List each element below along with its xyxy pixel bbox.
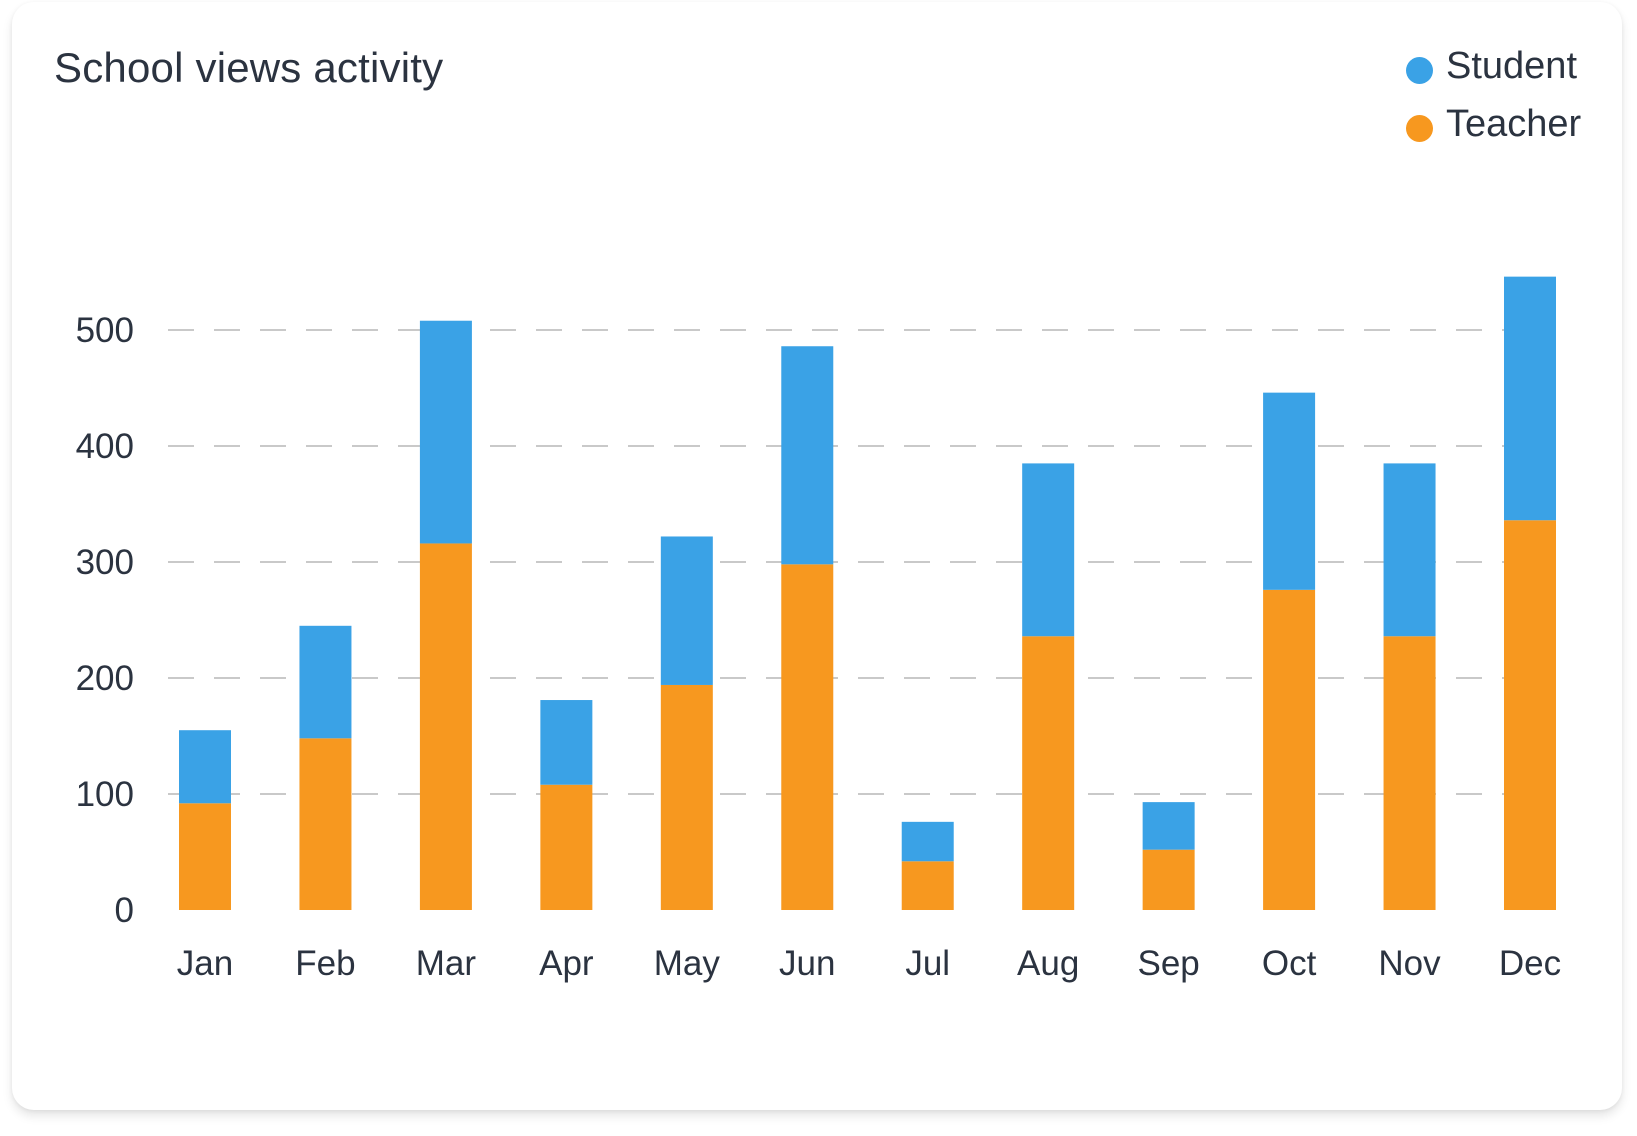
x-tick-label: Feb [295,944,355,983]
bar-teacher-jul[interactable] [901,861,954,910]
legend-label-teacher: Teacher [1446,103,1582,145]
bar-student-aug[interactable] [1022,463,1075,637]
chart-title: School views activity [54,44,444,91]
x-tick-label: Sep [1137,944,1199,983]
x-tick-label: Jul [905,944,950,983]
bars [179,276,1556,910]
x-tick-label: May [654,944,721,983]
bar-student-may[interactable] [660,536,713,685]
y-tick-label: 200 [76,659,134,698]
x-tick-label: Apr [539,944,594,983]
x-axis-ticks: Jan Feb Mar Apr May Jun Jul Aug Sep Oct Nov Dec [177,944,1561,983]
bar-teacher-oct[interactable] [1263,589,1316,910]
legend: Student Teacher [1406,42,1618,158]
legend-dot-student-icon [1406,57,1433,84]
bar-student-oct[interactable] [1263,392,1316,590]
legend-dot-teacher-icon [1406,115,1433,142]
grid-lines [168,329,1556,795]
bar-student-feb[interactable] [299,625,352,739]
x-tick-label: Nov [1378,944,1441,983]
bar-student-mar[interactable] [419,320,472,544]
bar-teacher-apr[interactable] [540,784,593,910]
x-tick-label: Mar [416,944,477,983]
x-tick-label: Jun [779,944,835,983]
bar-teacher-sep[interactable] [1142,849,1195,910]
bar-teacher-jan[interactable] [179,803,231,910]
bar-student-dec[interactable] [1504,276,1556,521]
bar-student-jun[interactable] [781,346,834,565]
bar-student-nov[interactable] [1383,463,1436,637]
bar-teacher-jun[interactable] [781,564,834,910]
bar-student-apr[interactable] [540,700,593,785]
bar-teacher-aug[interactable] [1022,636,1075,910]
y-tick-label: 0 [115,891,134,930]
bar-teacher-mar[interactable] [419,543,472,910]
x-tick-label: Dec [1499,944,1561,983]
bar-student-jul[interactable] [901,821,954,862]
bar-teacher-may[interactable] [660,684,713,910]
y-tick-label: 300 [76,543,134,582]
x-tick-label: Oct [1262,944,1317,983]
legend-item-student[interactable]: Student [1406,42,1618,100]
bar-teacher-dec[interactable] [1504,520,1556,910]
bar-student-jan[interactable] [179,730,231,804]
y-tick-label: 100 [76,775,134,814]
x-tick-label: Aug [1017,944,1079,983]
legend-label-student: Student [1446,45,1577,87]
legend-item-teacher[interactable]: Teacher [1406,100,1618,158]
bar-teacher-feb[interactable] [299,738,352,910]
bar-teacher-nov[interactable] [1383,636,1436,910]
bar-student-sep[interactable] [1142,802,1195,850]
y-tick-label: 500 [76,311,134,350]
x-tick-label: Jan [177,944,233,983]
y-axis-ticks: 0 100 200 300 400 500 [76,311,134,930]
y-tick-label: 400 [76,427,134,466]
